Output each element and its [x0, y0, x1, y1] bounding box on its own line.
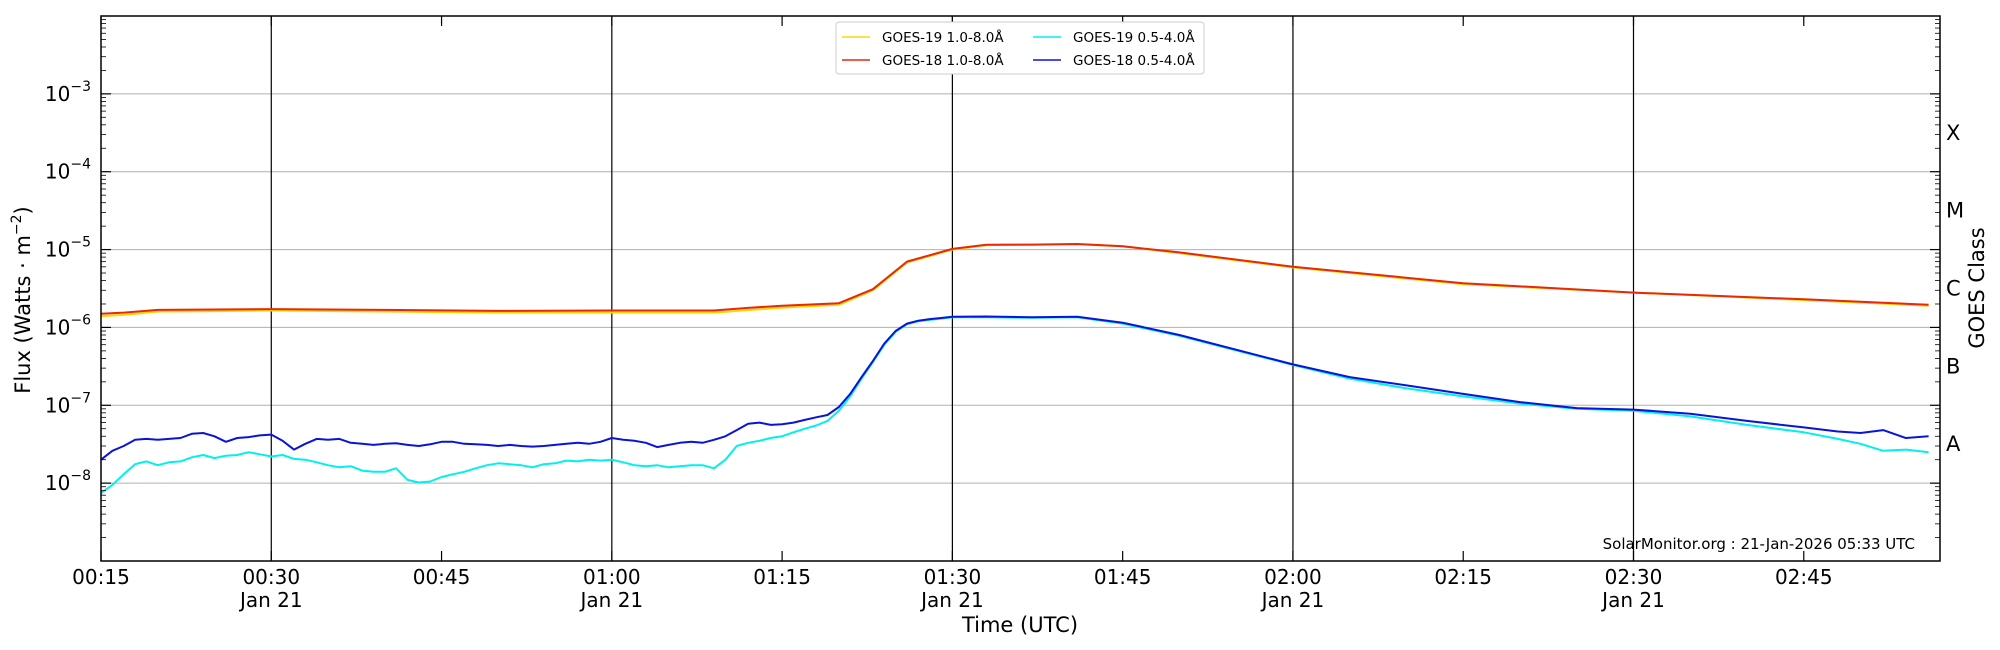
credit-text: SolarMonitor.org : 21-Jan-2026 05:33 UTC — [1603, 535, 1915, 553]
legend-label: GOES-19 0.5-4.0Å — [1073, 29, 1195, 46]
goes-class-label: M — [1946, 199, 1964, 223]
y-tick-label: 10−7 — [45, 390, 91, 417]
series-line-2 — [100, 243, 1929, 315]
x-axis-title: Time (UTC) — [961, 613, 1078, 637]
y-tick-label: 10−3 — [45, 79, 91, 106]
legend-box — [835, 21, 1205, 75]
legend-label: GOES-19 1.0-8.0Å — [882, 29, 1004, 46]
x-tick-date-label: Jan 21 — [919, 588, 984, 612]
y-tick-label: 10−6 — [45, 312, 91, 339]
axis-ticks — [100, 16, 1940, 561]
x-tick-label: 01:30 — [924, 565, 982, 589]
y-tick-label: 10−4 — [45, 157, 91, 184]
day-marker-lines — [270, 16, 1635, 561]
plot-frame — [100, 15, 1941, 562]
x-tick-label: 00:30 — [242, 565, 300, 589]
x-tick-label: 00:15 — [72, 565, 130, 589]
x-tick-label: 02:30 — [1605, 565, 1663, 589]
series-line-4 — [100, 315, 1929, 461]
goes-class-label: X — [1946, 121, 1960, 145]
x-tick-date-label: Jan 21 — [1260, 588, 1325, 612]
y-tick-label: 10−8 — [45, 468, 91, 495]
x-tick-date-label: Jan 21 — [1600, 588, 1665, 612]
x-tick-label: 02:00 — [1264, 565, 1322, 589]
y-axis-title: Flux (Watts · m−2) — [9, 206, 35, 394]
goes-class-axis-title: GOES Class — [1965, 227, 1989, 348]
x-tick-label: 01:00 — [583, 565, 641, 589]
legend-label: GOES-18 0.5-4.0Å — [1073, 52, 1195, 69]
x-tick-date-label: Jan 21 — [238, 588, 303, 612]
x-tick-date-label: Jan 21 — [579, 588, 644, 612]
legend: GOES-19 1.0-8.0Å GOES-18 1.0-8.0Å GOES-19 … — [835, 21, 1205, 75]
goes-class-label: B — [1946, 354, 1960, 378]
x-tick-label: 01:15 — [753, 565, 811, 589]
x-tick-label: 01:45 — [1094, 565, 1152, 589]
x-tick-label: 02:45 — [1775, 565, 1833, 589]
series-lines — [100, 243, 1929, 494]
x-tick-label: 02:15 — [1434, 565, 1492, 589]
goes-class-label: A — [1946, 432, 1961, 456]
y-tick-label: 10−5 — [45, 235, 91, 262]
x-tick-label: 00:45 — [413, 565, 471, 589]
goes-class-label: C — [1946, 277, 1961, 301]
legend-label: GOES-18 1.0-8.0Å — [882, 52, 1004, 69]
